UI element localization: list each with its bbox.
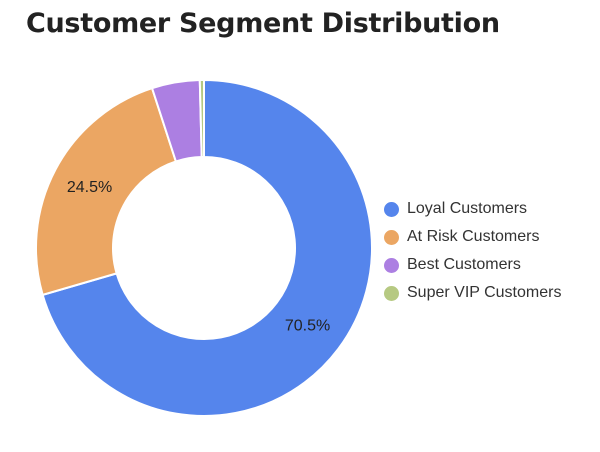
legend-label: Super VIP Customers xyxy=(407,284,562,301)
slice-at-risk-customers xyxy=(35,86,178,297)
slice-super-vip-customers xyxy=(198,78,205,159)
legend-item-super-vip-customers[interactable]: Super VIP Customers xyxy=(384,279,561,307)
legend-label: Best Customers xyxy=(407,256,521,273)
legend-swatch xyxy=(384,201,399,217)
data-label-at-risk-customers: 24.5% xyxy=(67,179,112,196)
legend-label: Loyal Customers xyxy=(407,200,528,217)
legend-item-at-risk-customers[interactable]: At Risk Customers xyxy=(384,223,561,251)
legend-swatch xyxy=(384,229,399,245)
legend-item-loyal-customers[interactable]: Loyal Customers xyxy=(384,195,561,223)
legend-item-best-customers[interactable]: Best Customers xyxy=(384,251,561,279)
slice-loyal-customers xyxy=(41,78,373,417)
data-label-loyal-customers: 70.5% xyxy=(285,317,330,334)
legend-swatch xyxy=(384,285,399,301)
legend-label: At Risk Customers xyxy=(407,228,540,245)
chart-legend: Loyal Customers At Risk Customers Best Cus… xyxy=(384,195,561,307)
legend-swatch xyxy=(384,257,399,273)
slice-labels: 70.5% 24.5% xyxy=(67,179,330,334)
donut-slices xyxy=(35,78,373,417)
chart-title: Customer Segment Distribution xyxy=(26,8,500,39)
